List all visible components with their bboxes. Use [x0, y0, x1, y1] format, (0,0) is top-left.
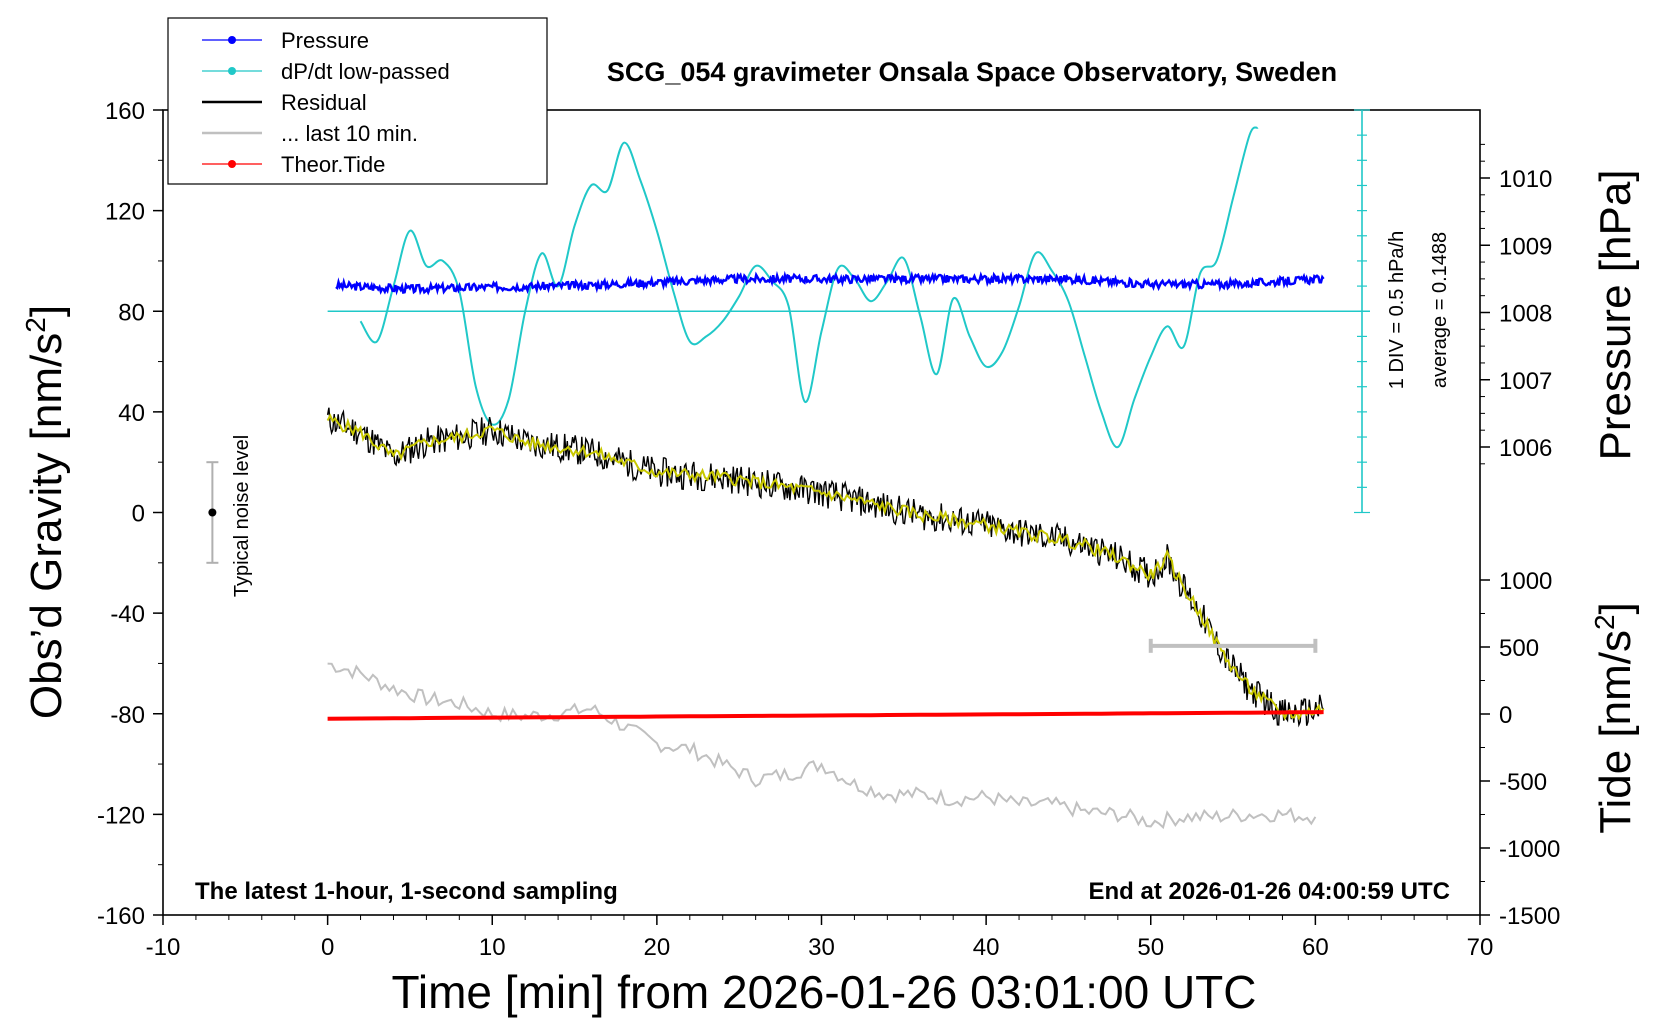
sampling-note: The latest 1-hour, 1-second sampling — [195, 878, 618, 905]
y-tick-label: 0 — [132, 501, 145, 528]
x-axis-title: Time [min] from 2026-01-26 03:01:00 UTC — [392, 966, 1257, 1018]
dpdt-scale-bar — [1354, 109, 1370, 514]
x-tick-label: 20 — [644, 934, 671, 961]
y-tick-label: 120 — [105, 199, 145, 226]
end-time-note: End at 2026-01-26 04:00:59 UTC — [1089, 878, 1451, 905]
x-tick-label: 40 — [973, 934, 1000, 961]
tide-tick-label: -1000 — [1499, 836, 1560, 863]
legend-label: ... last 10 min. — [281, 121, 418, 146]
chart-title: SCG_054 gravimeter Onsala Space Observat… — [607, 57, 1337, 87]
tide-tick-label: -1500 — [1499, 903, 1560, 930]
x-tick-label: 0 — [321, 934, 334, 961]
y-tick-label: -80 — [110, 702, 145, 729]
dpdt-average-label: average = 0.1488 — [1429, 232, 1451, 388]
noise-center-dot — [208, 508, 217, 517]
tide-axis-title-sup: 2 — [1589, 614, 1620, 630]
y-axis-pressure: 1010 1009 1008 1007 1006 — [1480, 143, 1552, 465]
series-last-10-min — [327, 662, 1317, 830]
x-tick-label: 50 — [1137, 934, 1164, 961]
x-tick-label: 70 — [1467, 934, 1494, 961]
y-axis-title-end: ] — [22, 305, 71, 317]
y-tick-label: -160 — [97, 903, 145, 930]
x-axis: -10 0 10 20 30 40 50 60 70 — [146, 915, 1494, 961]
y-tick-label: -40 — [110, 601, 145, 628]
series-pressure — [335, 270, 1325, 296]
dpdt-div-label: 1 DIV = 0.5 hPa/h — [1386, 231, 1408, 389]
tide-tick-label: 0 — [1499, 702, 1512, 729]
tide-tick-label: 500 — [1499, 635, 1539, 662]
series-theor-tide — [327, 710, 1324, 721]
tide-axis-title: Tide [nm/s2] — [1589, 602, 1640, 834]
legend-marker — [228, 160, 236, 168]
tide-tick-label: 1000 — [1499, 568, 1552, 595]
x-tick-label: 10 — [479, 934, 506, 961]
legend-marker — [228, 36, 236, 44]
legend-marker — [228, 67, 236, 75]
y-axis-title-text: Obs’d Gravity [nm/s — [22, 333, 71, 719]
series-group — [326, 126, 1370, 830]
y-tick-label: 80 — [118, 299, 145, 326]
pressure-tick-label: 1010 — [1499, 166, 1552, 193]
legend-label: dP/dt low-passed — [281, 59, 450, 84]
plot-frame — [162, 109, 1481, 916]
legend: Pressure dP/dt low-passed Residual ... last… — [167, 17, 548, 185]
x-tick-label: 30 — [808, 934, 835, 961]
y-axis-title: Obs’d Gravity [nm/s2] — [20, 305, 71, 719]
y-axis-title-sup: 2 — [20, 317, 51, 333]
series-residual — [326, 407, 1324, 728]
y-tick-label: 40 — [118, 400, 145, 427]
legend-label: Theor.Tide — [281, 152, 385, 177]
tide-tick-label: -500 — [1499, 769, 1547, 796]
y-tick-label: 160 — [105, 98, 145, 125]
pressure-tick-label: 1009 — [1499, 233, 1552, 260]
tide-axis-title-end: ] — [1591, 602, 1640, 614]
y-tick-label: -120 — [97, 802, 145, 829]
y-axis-left: 160 120 80 40 0 -40 -80 -120 -160 — [97, 98, 163, 930]
x-tick-label: 60 — [1302, 934, 1329, 961]
noise-level-indicator — [206, 461, 219, 564]
series-dpdt — [359, 126, 1259, 449]
pressure-axis-title: Pressure [hPa] — [1591, 169, 1640, 460]
tide-axis-title-text: Tide [nm/s — [1591, 630, 1640, 834]
pressure-tick-label: 1006 — [1499, 435, 1552, 462]
noise-level-label: Typical noise level — [231, 435, 253, 597]
pressure-tick-label: 1007 — [1499, 368, 1552, 395]
legend-label: Residual — [281, 90, 367, 115]
pressure-tick-label: 1008 — [1499, 301, 1552, 328]
y-axis-tide: 1000 500 0 -500 -1000 -1500 — [1480, 568, 1560, 930]
legend-label: Pressure — [281, 28, 369, 53]
series-residual-smoothed — [326, 413, 1325, 721]
x-tick-label: -10 — [146, 934, 181, 961]
